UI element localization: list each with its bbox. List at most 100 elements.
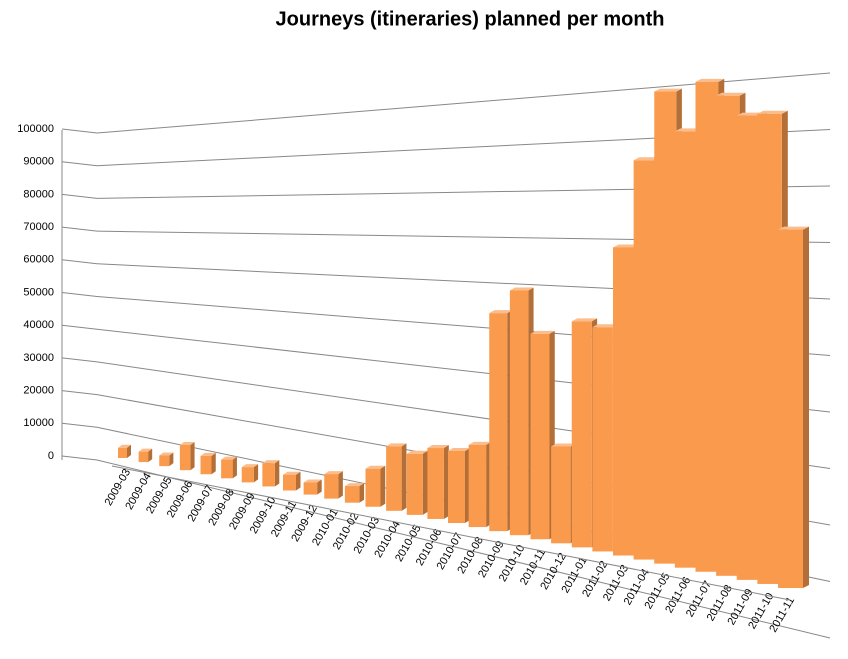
bar [716,95,740,576]
bar [406,453,423,515]
bar-top [221,456,237,460]
bar [241,467,254,483]
y-tick-label: 0 [48,450,54,462]
bar [571,321,592,548]
bar-side [127,444,131,458]
bar [654,91,677,564]
grid-line-side [61,422,98,428]
bar-top [138,448,153,452]
bar [757,113,782,584]
bar-side [338,471,343,499]
bar [303,482,318,495]
bar-side [296,471,301,491]
bar-top [468,441,492,445]
y-tick-label: 60000 [23,254,54,266]
bar [365,468,381,507]
bar [118,447,127,458]
y-tick-label: 70000 [23,221,54,233]
grid-line-side [61,390,98,396]
bar [633,160,656,560]
bar [262,463,275,487]
bar-top [571,318,598,322]
bar [221,459,233,479]
bar [592,327,613,552]
bar [778,229,803,588]
bar-side [443,445,449,519]
bar-side [211,452,216,475]
bar-side [190,441,195,471]
bar [200,455,212,475]
bar-top [757,110,788,114]
grid-line-side [61,128,98,134]
grid-line-side [61,259,98,265]
bar-top [406,450,428,454]
bar-top [551,443,576,447]
bar-side [274,460,280,487]
bar-top [509,287,534,291]
grid-line-side [61,193,98,199]
grid-line-side [61,226,98,232]
bar-top [448,448,470,451]
bar [551,446,571,544]
y-tick-label: 30000 [23,352,54,364]
bar-side [359,483,365,503]
bar [468,444,487,528]
bar-top [283,471,301,475]
bar-top [241,464,259,468]
bar-side [422,450,428,515]
y-tick-label: 80000 [23,188,54,200]
bar-side [803,226,809,588]
bar [324,474,339,499]
y-tick-label: 90000 [23,156,54,168]
y-tick-label: 40000 [23,319,54,331]
bar-top [200,452,216,456]
grid-line [96,459,831,639]
bar-top [324,471,343,475]
bar-side [380,465,386,507]
grid-line-side [61,455,98,461]
bar-top [592,324,619,328]
bar-top [778,226,809,230]
bar-top [386,443,407,447]
bar [674,131,698,568]
bar-top [303,479,322,483]
bar-top [633,157,661,161]
grid-line-side [61,292,98,297]
bar-top [695,78,725,82]
bar [138,451,149,463]
bar-side [401,443,407,511]
bar [509,290,529,536]
bar-side [253,464,259,483]
bar [427,448,444,519]
bar-top [613,244,640,248]
bar [489,313,508,532]
bar-top [159,452,174,456]
bar-side [169,452,174,467]
y-tick-label: 20000 [23,385,54,397]
x-axis-line [111,465,791,601]
bar [159,455,170,467]
y-tick-label: 100000 [17,123,54,135]
bar [386,446,402,511]
bar-top [427,445,449,449]
grid-line-side [61,161,98,167]
bar-side [232,456,237,479]
bar-side [317,479,322,495]
bar-side [148,448,153,463]
bar [736,115,761,580]
bar-top [365,465,386,469]
bar-top [530,330,555,334]
bar-top [179,441,195,445]
bar [695,81,719,572]
bar [179,444,191,471]
bar [283,474,296,491]
bar-top [262,460,280,464]
bar-top [489,310,513,314]
grid-line-side [61,357,98,363]
chart-title: Journeys (itineraries) planned per month [276,8,665,30]
bar [613,247,634,556]
grid-line-side [61,324,98,330]
bar-top [716,92,746,96]
bar-top [344,483,365,487]
